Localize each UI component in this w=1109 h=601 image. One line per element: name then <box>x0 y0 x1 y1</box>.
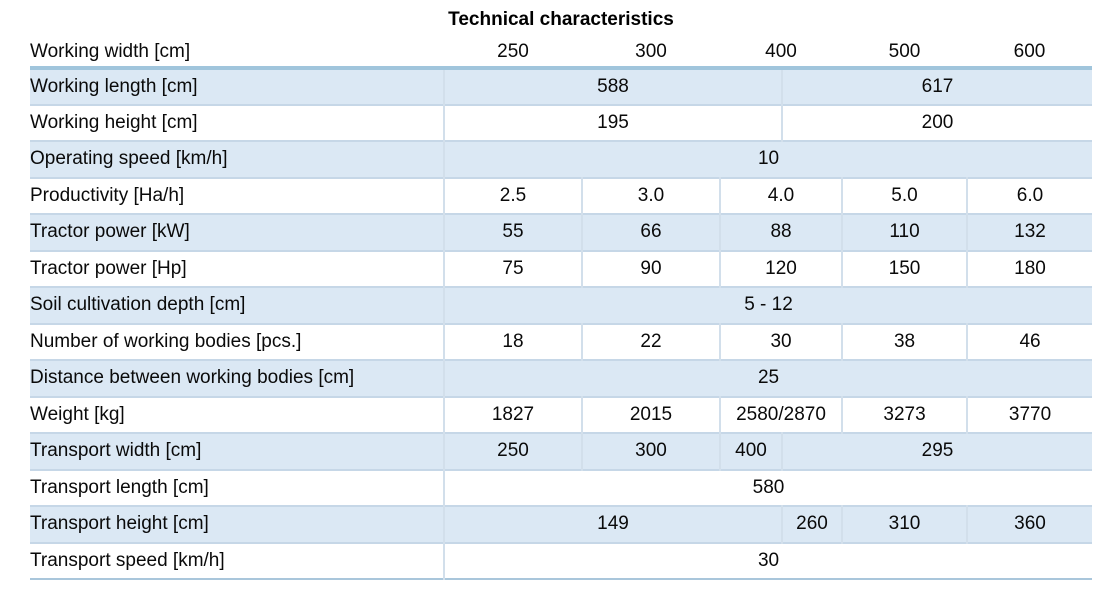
value-cell: 200 <box>780 104 1093 141</box>
page-title: Technical characteristics <box>448 9 674 30</box>
row-label: Transport width [cm] <box>30 440 202 462</box>
table-row: Transport speed [km/h] 30 <box>30 542 1093 579</box>
table-header: Working width [cm] 250 300 400 500 600 <box>30 37 1093 70</box>
column-header: 300 <box>582 37 720 70</box>
value-cell: 75 <box>443 250 582 287</box>
column-header: 500 <box>842 37 968 70</box>
row-label: Operating speed [km/h] <box>30 148 228 170</box>
value-cell: 2015 <box>581 396 720 433</box>
header-row: Working width [cm] 250 300 400 500 600 <box>30 37 1093 70</box>
row-label: Working height [cm] <box>30 111 198 133</box>
value-cell: 30 <box>442 542 1093 579</box>
value-cell: 2580/2870 <box>718 396 843 433</box>
value-cell: 132 <box>966 214 1093 251</box>
row-label: Working width [cm] <box>30 37 444 70</box>
value-cell: 3273 <box>841 396 968 433</box>
table-row: Tractor power [Hp] 75 90 120 150 180 <box>30 250 1093 287</box>
value-cell: 90 <box>581 250 720 287</box>
value-cell: 46 <box>966 323 1093 360</box>
table-row: Operating speed [km/h] 10 <box>30 141 1093 178</box>
value-cell: 260 <box>780 506 843 543</box>
value-cell: 310 <box>841 506 968 543</box>
value-cell: 66 <box>581 214 720 251</box>
table-row: Transport width [cm] 250 300 400 295 <box>30 433 1093 470</box>
value-cell: 1827 <box>443 396 582 433</box>
row-label: Transport length [cm] <box>30 476 209 498</box>
value-cell: 55 <box>443 214 582 251</box>
column-header: 400 <box>720 37 843 70</box>
value-cell: 22 <box>581 323 720 360</box>
row-label: Transport height [cm] <box>30 513 209 535</box>
table-row: Productivity [Ha/h] 2.5 3.0 4.0 5.0 6.0 <box>30 177 1093 214</box>
table-row: Weight [kg] 1827 2015 2580/2870 3273 3770 <box>30 396 1093 433</box>
value-cell: 588 <box>443 68 782 105</box>
value-cell: 5.0 <box>841 177 968 214</box>
value-cell: 180 <box>966 250 1093 287</box>
value-cell: 3.0 <box>581 177 720 214</box>
row-label: Tractor power [Hp] <box>30 257 187 279</box>
value-cell: 400 <box>719 433 782 470</box>
value-cell: 2.5 <box>443 177 582 214</box>
row-label: Number of working bodies [pcs.] <box>30 330 302 352</box>
value-cell: 3770 <box>966 396 1093 433</box>
value-cell: 195 <box>443 104 782 141</box>
table-row: Working height [cm] 195 200 <box>30 104 1093 141</box>
column-header: 250 <box>444 37 582 70</box>
row-label: Transport speed [km/h] <box>30 549 225 571</box>
value-cell: 150 <box>841 250 968 287</box>
table-row: Soil cultivation depth [cm] 5 - 12 <box>30 287 1093 324</box>
table-row: Tractor power [kW] 55 66 88 110 132 <box>30 214 1093 251</box>
value-cell: 110 <box>841 214 968 251</box>
row-label: Soil cultivation depth [cm] <box>30 294 246 316</box>
table-row: Number of working bodies [pcs.] 18 22 30 38 4… <box>30 323 1093 360</box>
value-cell: 88 <box>718 214 843 251</box>
value-cell: 10 <box>442 141 1093 178</box>
value-cell: 120 <box>718 250 843 287</box>
value-cell: 4.0 <box>718 177 843 214</box>
value-cell: 30 <box>718 323 843 360</box>
row-label: Working length [cm] <box>30 75 198 97</box>
value-cell: 18 <box>443 323 582 360</box>
row-label: Weight [kg] <box>30 403 125 425</box>
value-cell: 6.0 <box>966 177 1093 214</box>
value-cell: 250 <box>443 433 582 470</box>
row-label: Distance between working bodies [cm] <box>30 367 355 389</box>
row-label: Tractor power [kW] <box>30 221 190 243</box>
value-cell: 5 - 12 <box>442 287 1093 324</box>
table-row: Distance between working bodies [cm] 25 <box>30 360 1093 397</box>
table-row: Working length [cm] 588 617 <box>30 68 1093 105</box>
value-cell: 25 <box>442 360 1093 397</box>
table-body: Working length [cm] 588 617 Working height … <box>30 68 1093 579</box>
value-cell: 300 <box>581 433 720 470</box>
value-cell: 149 <box>443 506 782 543</box>
value-cell: 360 <box>966 506 1093 543</box>
value-cell: 580 <box>442 469 1093 506</box>
table-row: Transport length [cm] 580 <box>30 469 1093 506</box>
technical-characteristics-table: Working width [cm] 250 300 400 500 600 Workin… <box>30 37 1093 580</box>
column-header: 600 <box>967 37 1093 70</box>
value-cell: 617 <box>780 68 1093 105</box>
table-row: Transport height [cm] 149 260 310 360 <box>30 506 1093 543</box>
value-cell: 38 <box>841 323 968 360</box>
row-label: Productivity [Ha/h] <box>30 184 185 206</box>
value-cell: 295 <box>780 433 1093 470</box>
